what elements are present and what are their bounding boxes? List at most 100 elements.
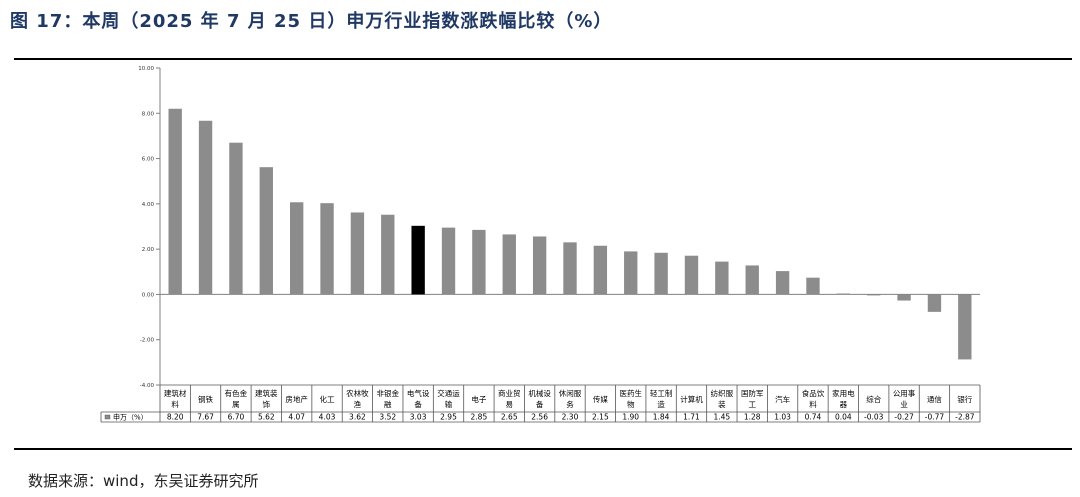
- category-label: 电气设: [407, 388, 430, 398]
- bar: [775, 271, 790, 295]
- category-label: 银行: [957, 394, 972, 404]
- category-label: 料: [809, 399, 817, 409]
- category-label: 综合: [866, 394, 881, 404]
- category-label: 休闲服: [559, 388, 582, 398]
- y-tick-label: 4.00: [142, 202, 155, 208]
- category-label: 纺织服: [711, 388, 734, 398]
- category-label: 融: [384, 399, 392, 409]
- y-tick-label: 6.00: [142, 157, 155, 163]
- category-label: 建筑装: [255, 388, 278, 398]
- bar: [806, 277, 820, 295]
- data-value-label: 1.84: [653, 413, 670, 422]
- bar: [836, 293, 851, 295]
- data-value-label: 2.95: [440, 413, 457, 422]
- data-value-label: 2.56: [531, 413, 548, 422]
- category-label: 机械设: [528, 388, 551, 398]
- bar: [411, 225, 425, 295]
- top-rule: [14, 58, 1072, 60]
- data-value-label: 4.07: [288, 413, 305, 422]
- category-label: 汽车: [775, 394, 790, 404]
- bar: [745, 265, 759, 295]
- category-label: 医药生: [619, 388, 642, 398]
- category-label: 商业贸: [498, 388, 521, 398]
- data-value-label: 8.20: [167, 413, 184, 422]
- data-value-label: 5.62: [258, 413, 275, 422]
- category-label: 化工: [320, 394, 335, 404]
- data-value-label: 1.90: [622, 413, 639, 422]
- data-value-label: 3.62: [349, 413, 366, 422]
- data-value-label: 1.03: [774, 413, 791, 422]
- data-value-label: 2.85: [471, 413, 488, 422]
- bar: [958, 294, 972, 360]
- category-label: 务: [566, 399, 574, 409]
- legend-swatch: [104, 414, 111, 420]
- category-label: 钢铁: [198, 394, 213, 404]
- bar: [350, 212, 365, 295]
- category-label: 交通运: [437, 388, 460, 398]
- category-label: 输: [445, 399, 453, 409]
- bar: [867, 294, 881, 296]
- bar: [897, 294, 911, 301]
- data-value-label: -0.27: [894, 413, 914, 422]
- bar: [532, 236, 547, 295]
- bar: [198, 120, 213, 295]
- category-label: 有色金: [225, 388, 248, 398]
- data-value-label: 7.67: [197, 413, 214, 422]
- bar: [624, 251, 638, 295]
- category-label: 装: [718, 399, 726, 409]
- data-value-label: 0.74: [805, 413, 822, 422]
- data-value-label: 1.45: [714, 413, 731, 422]
- data-value-label: 3.52: [379, 413, 396, 422]
- y-tick-label: -2.00: [140, 338, 155, 344]
- source-note: 数据来源：wind，东吴证券研究所: [28, 472, 259, 490]
- data-value-label: 2.30: [562, 413, 579, 422]
- category-label: 备: [536, 399, 544, 409]
- legend-label: 申万（%）: [113, 413, 148, 422]
- category-label: 轻工制: [650, 388, 673, 398]
- category-label: 料: [171, 399, 179, 409]
- data-value-label: -0.77: [925, 413, 945, 422]
- data-value-label: 1.28: [744, 413, 761, 422]
- category-label: 计算机: [680, 394, 703, 404]
- category-label: 传媒: [593, 394, 608, 404]
- category-label: 渔: [354, 399, 362, 409]
- category-label: 建筑材: [164, 388, 187, 398]
- bar: [381, 214, 395, 295]
- y-tick-label: 2.00: [142, 247, 155, 253]
- category-label: 公用事: [893, 388, 916, 398]
- y-tick-label: 8.00: [142, 111, 155, 117]
- category-label: 农林牧: [346, 388, 369, 398]
- bar: [472, 229, 486, 295]
- bar: [259, 167, 273, 295]
- bar: [289, 202, 304, 295]
- category-label: 工: [748, 400, 756, 409]
- category-label: 电子: [471, 394, 486, 404]
- bar: [684, 255, 699, 295]
- bar: [229, 142, 243, 295]
- figure-title: 图 17：本周（2025 年 7 月 25 日）申万行业指数涨跌幅比较（%）: [10, 11, 613, 32]
- bottom-rule: [14, 448, 1072, 450]
- bar: [927, 294, 942, 312]
- y-tick-label: 0.00: [142, 292, 155, 298]
- data-value-label: 4.03: [319, 413, 336, 422]
- bar: [502, 234, 516, 295]
- data-value-label: 3.03: [410, 413, 427, 422]
- category-label: 造: [657, 399, 665, 409]
- bar: [593, 245, 608, 295]
- data-value-label: 0.04: [835, 413, 852, 422]
- data-value-label: -0.03: [864, 413, 884, 422]
- data-value-label: 2.15: [592, 413, 609, 422]
- data-value-label: 2.65: [501, 413, 518, 422]
- y-tick-label: -4.00: [140, 383, 155, 389]
- category-label: 家用电: [832, 388, 855, 398]
- category-label: 饰: [263, 399, 271, 409]
- bar: [441, 227, 456, 295]
- category-label: 器: [840, 400, 848, 409]
- category-label: 业: [900, 399, 908, 409]
- bar: [168, 108, 182, 295]
- category-label: 国防军: [741, 388, 764, 398]
- bar: [320, 203, 334, 295]
- bar: [715, 261, 729, 295]
- bar: [563, 242, 577, 295]
